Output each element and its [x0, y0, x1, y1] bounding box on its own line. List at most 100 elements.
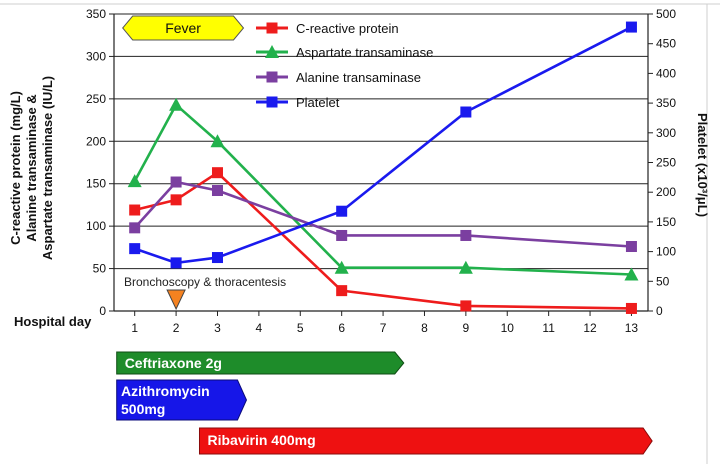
point-aspartate-transaminase-day-13 [624, 267, 639, 281]
x-tick-label-3: 3 [214, 321, 221, 335]
fever-annotation: Fever [122, 15, 245, 41]
point-alanine-transaminase-day-3 [211, 185, 223, 197]
x-tick-label-4: 4 [256, 321, 263, 335]
left-axis-ticks: 0 50 100 150 200 250 300 350 [86, 7, 114, 318]
x-tick-label-11: 11 [542, 321, 555, 335]
legend-marker-alt [266, 71, 278, 83]
right-tick-label-200: 200 [656, 185, 676, 199]
data-series [127, 21, 639, 314]
point-c-reactive-protein-day-6 [336, 285, 348, 297]
legend-marker-ast [265, 45, 279, 58]
series-aspartate-transaminase [127, 97, 639, 281]
procedure-annotation: Bronchoscopy & thoracentesis [124, 275, 286, 311]
left-axis-title-line-3: Aspartate transaminase (IU/L) [40, 76, 55, 260]
left-tick-label-0: 0 [99, 304, 106, 318]
point-alanine-transaminase-day-9 [460, 229, 472, 241]
treatment-bars: Ceftriaxone 2g Azithromycin 500mg Ribavi… [116, 351, 653, 455]
left-tick-label-150: 150 [86, 177, 106, 191]
series-line-aspartate-transaminase [133, 103, 632, 276]
legend-label-crp: C-reactive protein [296, 21, 399, 36]
x-tick-label-7: 7 [380, 321, 387, 335]
point-platelet-day-6 [336, 205, 348, 217]
legend: C-reactive protein Aspartate transaminas… [256, 21, 433, 110]
left-tick-label-350: 350 [86, 7, 106, 21]
treatment-ribavirin: Ribavirin 400mg [198, 427, 653, 455]
series-line-alanine-transaminase [133, 180, 632, 248]
left-tick-label-200: 200 [86, 134, 106, 148]
point-aspartate-transaminase-day-3 [210, 134, 225, 148]
left-axis-title: C-reactive protein (mg/L) Alanine transa… [8, 76, 55, 260]
fever-label: Fever [165, 20, 201, 36]
point-c-reactive-protein-day-9 [460, 300, 472, 312]
series-c-reactive-protein [129, 167, 637, 314]
legend-label-ast: Aspartate transaminase [296, 45, 433, 60]
left-tick-label-50: 50 [93, 262, 107, 276]
point-alanine-transaminase-day-1 [129, 222, 141, 234]
x-axis-title: Hospital day [14, 314, 92, 329]
point-aspartate-transaminase-day-2 [169, 97, 184, 111]
x-tick-label-12: 12 [583, 321, 597, 335]
treatment-bar-ceftriaxone [116, 351, 405, 375]
x-tick-label-10: 10 [501, 321, 515, 335]
right-tick-label-400: 400 [656, 66, 676, 80]
series-line-c-reactive-protein [134, 171, 632, 310]
right-axis-ticks: 0 50 100 150 200 250 300 350 400 450 500 [648, 7, 676, 318]
x-axis-ticks: 1 2 3 4 5 6 7 8 9 10 11 12 13 [131, 311, 638, 335]
right-tick-label-0: 0 [656, 304, 663, 318]
right-tick-label-300: 300 [656, 126, 676, 140]
procedure-label: Bronchoscopy & thoracentesis [124, 275, 286, 289]
x-tick-label-8: 8 [421, 321, 428, 335]
point-alanine-transaminase-day-2 [170, 176, 182, 188]
series-line-platelet [134, 25, 633, 265]
series-platelet [129, 21, 637, 269]
point-alanine-transaminase-day-6 [336, 229, 348, 241]
treatment-label-ribavirin: Ribavirin 400mg [207, 432, 315, 448]
left-tick-label-100: 100 [86, 219, 106, 233]
right-tick-label-500: 500 [656, 7, 676, 21]
right-tick-label-100: 100 [656, 245, 676, 259]
x-tick-label-1: 1 [131, 321, 138, 335]
x-tick-label-9: 9 [463, 321, 470, 335]
right-tick-label-450: 450 [656, 37, 676, 51]
point-c-reactive-protein-day-2 [170, 194, 182, 206]
x-tick-label-13: 13 [625, 321, 639, 335]
right-tick-label-150: 150 [656, 215, 676, 229]
treatment-azithromycin: Azithromycin 500mg [116, 379, 248, 421]
point-aspartate-transaminase-day-6 [334, 260, 349, 274]
point-c-reactive-protein-day-13 [625, 302, 637, 314]
point-platelet-day-9 [460, 106, 472, 118]
legend-marker-crp [266, 22, 278, 34]
point-platelet-day-13 [625, 21, 637, 33]
left-tick-label-250: 250 [86, 92, 106, 106]
left-tick-label-300: 300 [86, 49, 106, 63]
legend-marker-platelet [266, 96, 278, 108]
point-c-reactive-protein-day-1 [129, 204, 141, 216]
treatment-ceftriaxone: Ceftriaxone 2g [116, 351, 405, 375]
legend-label-platelet: Platelet [296, 95, 340, 110]
right-tick-label-350: 350 [656, 96, 676, 110]
treatment-bar-ribavirin [198, 427, 653, 455]
right-axis-title: Platelet (x10³/μL) [695, 113, 710, 217]
left-axis-title-line-1: C-reactive protein (mg/L) [8, 91, 23, 245]
procedure-arrow-icon [166, 289, 186, 311]
fever-hexagon [122, 15, 245, 41]
point-platelet-day-2 [170, 257, 182, 269]
x-tick-label-2: 2 [173, 321, 180, 335]
x-tick-label-5: 5 [297, 321, 304, 335]
legend-label-alt: Alanine transaminase [296, 70, 421, 85]
treatment-label-azithromycin-line-1: Azithromycin [121, 383, 210, 399]
treatment-label-ceftriaxone: Ceftriaxone 2g [125, 355, 222, 371]
right-tick-label-50: 50 [656, 274, 670, 288]
point-platelet-day-1 [129, 243, 141, 255]
left-axis-title-line-2: Alanine transaminase & [24, 94, 39, 241]
point-aspartate-transaminase-day-9 [458, 260, 473, 274]
right-tick-label-250: 250 [656, 156, 676, 170]
series-alanine-transaminase [129, 176, 637, 253]
point-aspartate-transaminase-day-1 [127, 174, 142, 188]
point-c-reactive-protein-day-3 [211, 167, 223, 179]
x-tick-label-6: 6 [338, 321, 345, 335]
treatment-bar-azithromycin [116, 379, 248, 421]
point-platelet-day-3 [211, 252, 223, 264]
treatment-label-azithromycin-line-2: 500mg [121, 401, 165, 417]
